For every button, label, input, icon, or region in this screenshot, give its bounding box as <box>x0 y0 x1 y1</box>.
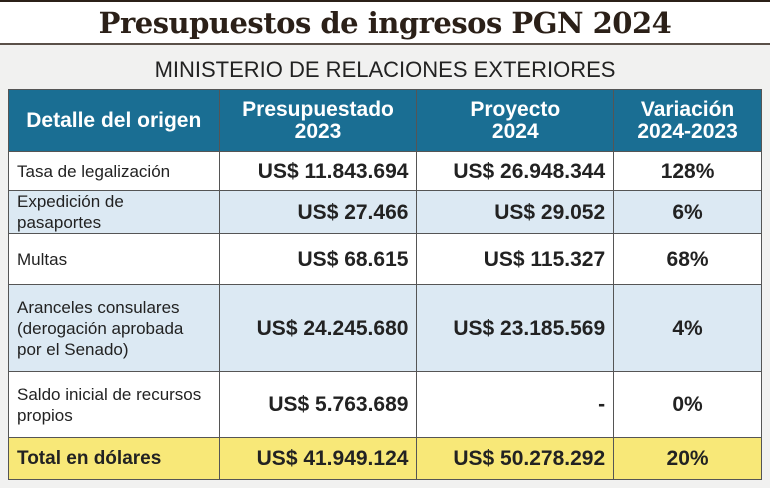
budget-2023-cell: US$ 11.843.694 <box>218 151 418 191</box>
variation-cell: 0% <box>613 371 762 438</box>
project-2024-cell: US$ 23.185.569 <box>416 284 615 372</box>
column-header: Detalle del origen <box>8 89 220 152</box>
variation-cell: 4% <box>613 284 762 372</box>
project-2024-cell: US$ 115.327 <box>416 233 615 285</box>
table-row: Multas US$ 68.615 US$ 115.327 68% <box>8 233 762 285</box>
column-header-line: 2024 <box>491 119 539 143</box>
project-2024-cell: US$ 29.052 <box>416 190 615 234</box>
title-bar: Presupuestos de ingresos PGN 2024 <box>0 0 770 45</box>
column-header: Proyecto 2024 <box>416 89 615 152</box>
budget-2023-cell: US$ 41.949.124 <box>218 437 418 480</box>
header-row: Detalle del origen Presupuestado 2023 Proye… <box>8 89 762 152</box>
variation-cell: 20% <box>613 437 762 480</box>
column-header: Variación 2024-2023 <box>613 89 762 152</box>
column-header-line: Proyecto <box>470 97 561 121</box>
origin-cell: Multas <box>8 233 220 285</box>
origin-cell: Saldo inicial de recursos propios <box>8 371 220 438</box>
budget-2023-cell: US$ 5.763.689 <box>218 371 418 438</box>
column-header-line: Presupuestado <box>242 97 394 121</box>
origin-cell: Total en dólares <box>8 437 220 480</box>
column-header-line: Detalle del origen <box>26 108 202 132</box>
table-row: Aranceles consulares (derogación aprobad… <box>8 284 762 372</box>
budget-2023-cell: US$ 24.245.680 <box>218 284 418 372</box>
variation-cell: 68% <box>613 233 762 285</box>
table-row: Tasa de legalización US$ 11.843.694 US$ 26… <box>8 151 762 191</box>
column-header-line: Variación <box>640 97 735 121</box>
origin-cell: Expedición de pasaportes <box>8 190 220 234</box>
project-2024-cell: US$ 50.278.292 <box>416 437 615 480</box>
variation-cell: 6% <box>613 190 762 234</box>
table-row: Expedición de pasaportes US$ 27.466 US$ 29… <box>8 190 762 234</box>
budget-2023-cell: US$ 68.615 <box>218 233 418 285</box>
variation-cell: 128% <box>613 151 762 191</box>
origin-cell: Tasa de legalización <box>8 151 220 191</box>
total-row: Total en dólares US$ 41.949.124 US$ 50.278… <box>8 437 762 480</box>
table-row: Saldo inicial de recursos propios US$ 5.7… <box>8 371 762 438</box>
column-header-line: 2023 <box>294 119 342 143</box>
budget-2023-cell: US$ 27.466 <box>218 190 418 234</box>
origin-cell: Aranceles consulares (derogación aprobad… <box>8 284 220 372</box>
subtitle: MINISTERIO DE RELACIONES EXTERIORES <box>154 57 616 82</box>
page-title: Presupuestos de ingresos PGN 2024 <box>98 6 672 40</box>
column-header-line: 2024-2023 <box>637 119 738 143</box>
budget-table: Detalle del origen Presupuestado 2023 Proye… <box>8 89 762 480</box>
column-header: Presupuestado 2023 <box>218 89 418 152</box>
project-2024-cell: US$ 26.948.344 <box>416 151 615 191</box>
project-2024-cell: - <box>416 371 615 438</box>
